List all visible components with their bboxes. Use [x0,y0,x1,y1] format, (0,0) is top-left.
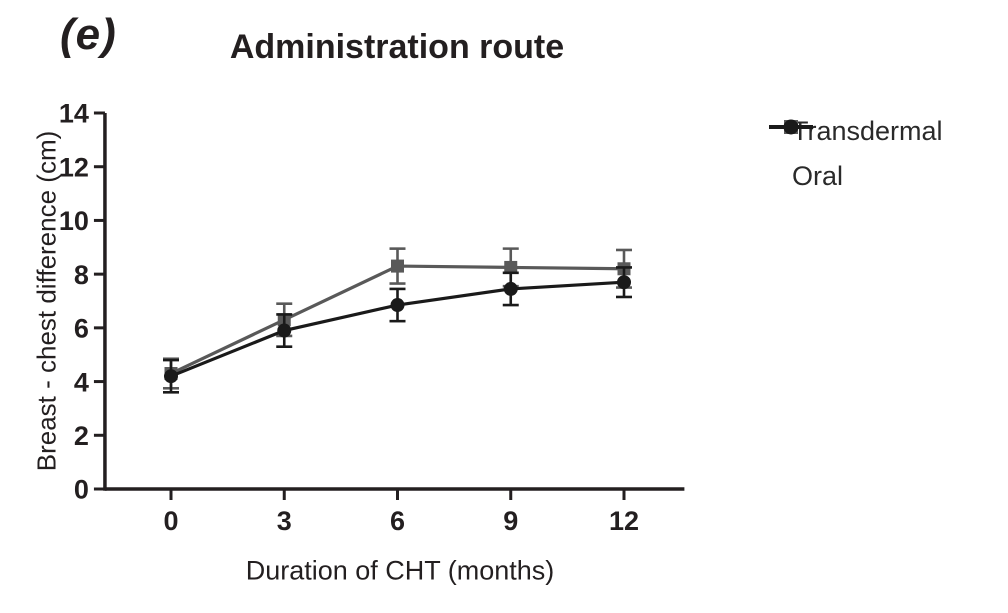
x-tick-label: 9 [503,506,518,536]
marker-circle-oral [277,323,292,338]
legend-label: Transdermal [792,116,943,146]
marker-square-transdermal [391,259,404,273]
y-tick-label: 6 [74,314,89,344]
x-axis-title: Duration of CHT (months) [245,555,555,586]
y-axis-title: Breast - chest difference (cm) [31,130,62,472]
legend-item-oral: Oral [768,119,943,192]
marker-circle-oral [503,281,518,296]
x-tick-label: 6 [390,506,405,536]
x-tick-label: 0 [163,506,178,536]
y-tick-label: 0 [74,475,89,505]
y-tick-label: 2 [74,421,89,451]
y-tick-label: 14 [59,99,89,129]
panel-label: (e) [60,10,117,59]
circle-marker-icon [769,119,813,135]
y-tick-label: 4 [74,367,89,397]
legend-label: Oral [792,161,844,191]
x-tick-label: 12 [609,506,639,536]
marker-circle-oral [390,298,405,313]
legend: Transdermal Oral [768,116,943,192]
marker-circle-oral [617,275,631,290]
marker-circle-oral [164,369,178,384]
y-tick-label: 12 [59,152,89,182]
marker-square-transdermal [504,260,518,274]
y-tick-label: 10 [59,206,89,236]
x-tick-label: 3 [277,506,292,536]
chart-title: Administration route [229,28,565,66]
y-tick-label: 8 [74,260,89,290]
